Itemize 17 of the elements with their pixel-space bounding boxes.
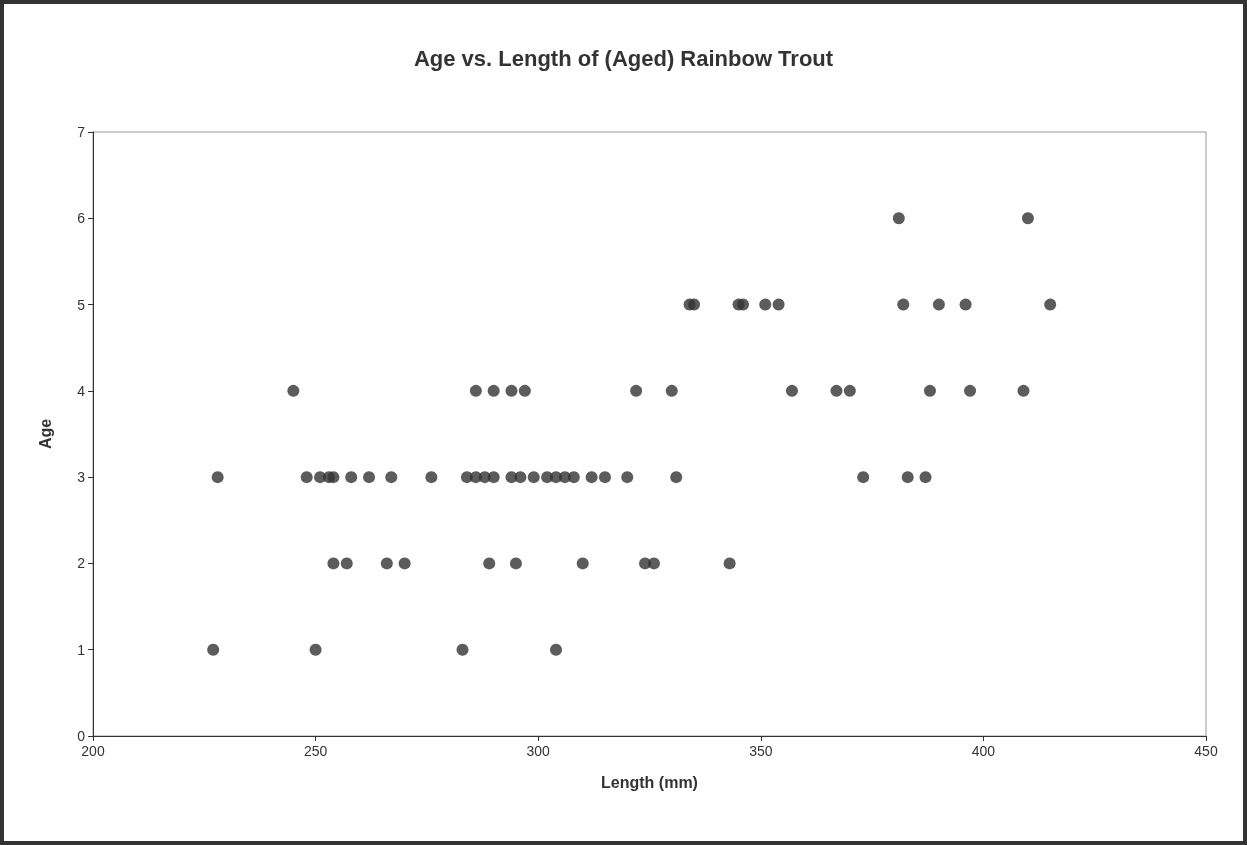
y-tick-label: 7 bbox=[77, 124, 86, 140]
y-tick-label: 2 bbox=[77, 555, 86, 572]
y-axis-title: Age bbox=[36, 418, 54, 450]
x-tick-label: 250 bbox=[303, 743, 328, 759]
chart-title: Age vs. Length of (Aged) Rainbow Trout bbox=[413, 45, 834, 71]
y-tick-label: 0 bbox=[77, 728, 86, 744]
x-tick-label: 400 bbox=[971, 743, 996, 759]
y-tick-label: 3 bbox=[77, 469, 86, 486]
x-tick-label: 350 bbox=[749, 743, 773, 759]
x-tick-label: 200 bbox=[81, 743, 105, 759]
x-tick-label: 450 bbox=[1194, 743, 1218, 759]
y-tick-label: 1 bbox=[77, 641, 86, 658]
y-tick-label: 5 bbox=[77, 296, 86, 313]
y-tick-label: 4 bbox=[77, 382, 86, 399]
x-axis-title: Length (mm) bbox=[601, 773, 698, 791]
x-tick-label: 300 bbox=[526, 743, 551, 759]
y-tick-label: 6 bbox=[77, 210, 86, 227]
